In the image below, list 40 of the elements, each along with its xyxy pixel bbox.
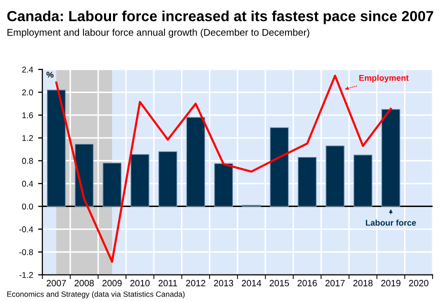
x-tick-label: 2011 [158,280,178,286]
y-tick-label: -0.4 [19,226,34,232]
bar [186,117,206,207]
y-tick-label: 2.4 [22,66,34,72]
bar [298,156,317,207]
bar [270,127,289,207]
chart-subtitle: Employment and labour force annual growth (December to December) [7,28,310,38]
y-tick-label: 1.2 [22,135,33,141]
legend-label: Labour force [366,220,416,226]
bar [214,163,233,207]
bar [158,151,178,207]
bar [130,154,150,207]
x-tick-label: 2017 [325,280,345,286]
y-tick-label: 1.6 [22,112,33,118]
x-tick-label: 2013 [214,280,234,286]
y-tick-label: 0.0 [22,204,34,210]
bar [326,146,344,207]
bar [354,154,372,207]
chart-title: Canada: Labour force increased at its fastest pace since 2007 [7,10,434,24]
x-tick-label: 2018 [353,280,373,286]
bar [381,109,400,207]
y-tick-label: 0.4 [22,180,34,187]
x-tick-label: 2016 [298,280,317,286]
x-tick-label: 2020 [409,280,428,286]
y-tick-label: -0.8 [19,249,33,256]
bar [102,162,122,207]
x-tick-label: 2010 [130,280,150,286]
y-tick-label: 0.8 [22,158,33,164]
x-tick-label: 2008 [74,280,94,286]
y-tick-label: -1.2 [19,272,33,278]
text: Employment [359,74,409,82]
x-tick-label: 2015 [270,280,289,286]
y-tick-label: 2.0 [22,89,34,96]
bar [46,90,66,207]
y-axis-title: % [46,72,54,78]
x-tick-label: 2014 [242,280,262,286]
x-tick-label: 2009 [102,280,122,286]
x-tick-label: 2012 [186,280,206,286]
x-tick-label: 2019 [381,280,400,286]
x-tick-label: 2007 [46,280,66,286]
